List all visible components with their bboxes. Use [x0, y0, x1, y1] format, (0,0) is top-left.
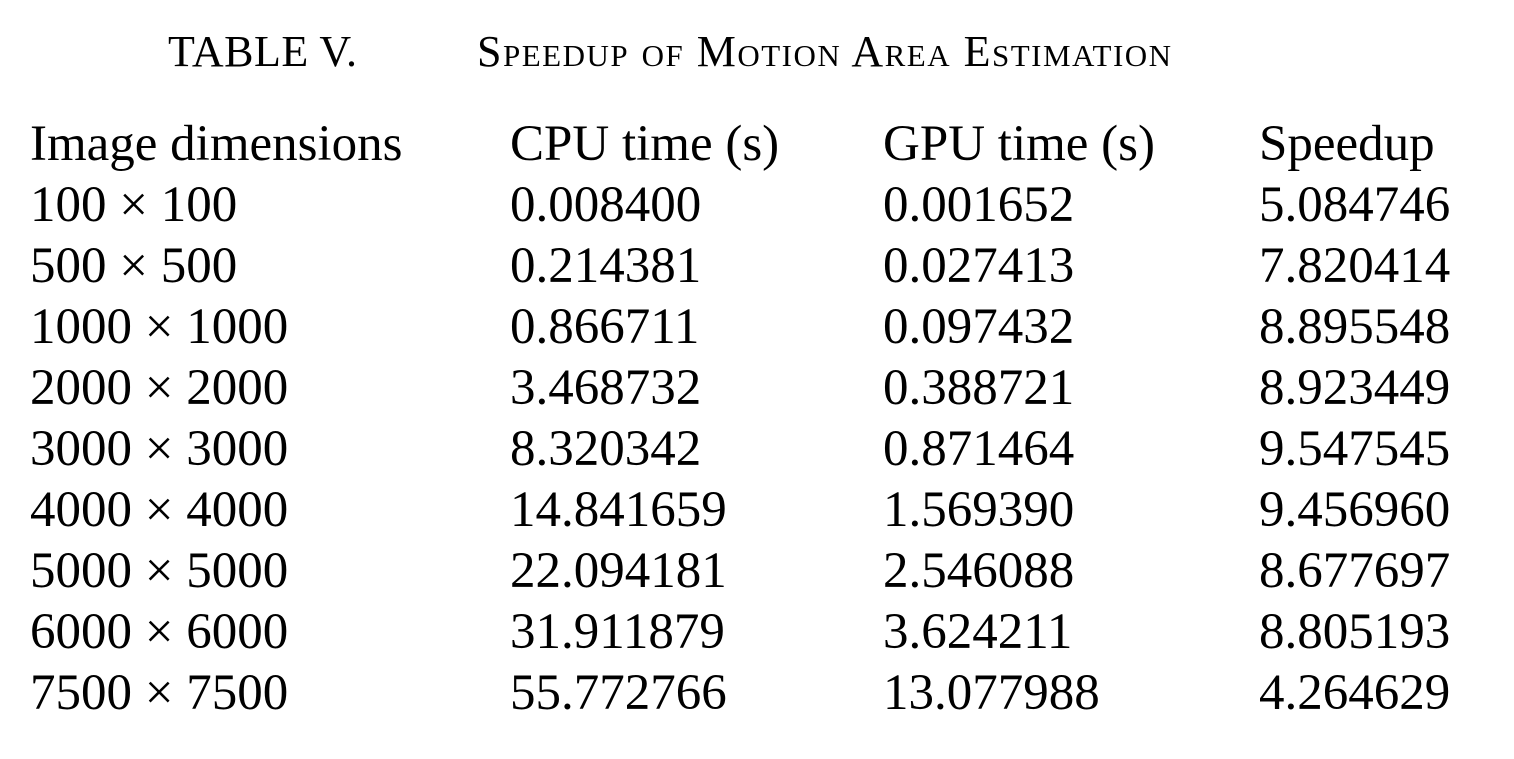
cell-image-dimensions: 4000 × 4000	[30, 482, 289, 538]
cell-image-dimensions: 5000 × 5000	[30, 543, 289, 599]
cell-gpu-time: 0.388721	[883, 360, 1075, 416]
cell-cpu-time: 14.841659	[510, 482, 727, 538]
cell-speedup: 9.547545	[1259, 421, 1451, 477]
table-row: 4000 × 4000 14.841659 1.569390 9.456960	[30, 480, 1499, 541]
table-row: 500 × 500 0.214381 0.027413 7.820414	[30, 236, 1499, 297]
cell-speedup: 8.677697	[1259, 543, 1451, 599]
cell-gpu-time: 3.624211	[883, 604, 1073, 660]
table-row: 1000 × 1000 0.866711 0.097432 8.895548	[30, 297, 1499, 358]
cell-cpu-time: 0.866711	[510, 299, 700, 355]
table-row: 100 × 100 0.008400 0.001652 5.084746	[30, 175, 1499, 236]
cell-gpu-time: 0.871464	[883, 421, 1075, 477]
cell-cpu-time: 31.911879	[510, 604, 725, 660]
cell-cpu-time: 22.094181	[510, 543, 727, 599]
cell-speedup: 4.264629	[1259, 665, 1451, 721]
header-cpu-time: CPU time (s)	[510, 116, 780, 172]
speedup-table: Image dimensions CPU time (s) GPU time (…	[30, 114, 1499, 724]
cell-gpu-time: 0.027413	[883, 238, 1075, 294]
header-speedup: Speedup	[1259, 116, 1435, 172]
table-row: 3000 × 3000 8.320342 0.871464 9.547545	[30, 419, 1499, 480]
cell-speedup: 7.820414	[1259, 238, 1451, 294]
cell-image-dimensions: 1000 × 1000	[30, 299, 289, 355]
cell-image-dimensions: 3000 × 3000	[30, 421, 289, 477]
table-row: 7500 × 7500 55.772766 13.077988 4.264629	[30, 663, 1499, 724]
cell-speedup: 8.923449	[1259, 360, 1451, 416]
table-caption: TABLE V. Speedup of Motion Area Estimati…	[0, 26, 1514, 78]
header-image-dimensions: Image dimensions	[30, 116, 403, 172]
cell-cpu-time: 55.772766	[510, 665, 727, 721]
cell-cpu-time: 0.008400	[510, 177, 702, 233]
cell-image-dimensions: 6000 × 6000	[30, 604, 289, 660]
table-title: Speedup of Motion Area Estimation	[477, 27, 1173, 76]
cell-gpu-time: 13.077988	[883, 665, 1100, 721]
cell-cpu-time: 3.468732	[510, 360, 702, 416]
table-number: TABLE V.	[168, 27, 358, 76]
cell-image-dimensions: 2000 × 2000	[30, 360, 289, 416]
cell-speedup: 5.084746	[1259, 177, 1451, 233]
cell-gpu-time: 0.097432	[883, 299, 1075, 355]
table-row: 2000 × 2000 3.468732 0.388721 8.923449	[30, 358, 1499, 419]
cell-speedup: 9.456960	[1259, 482, 1451, 538]
cell-cpu-time: 8.320342	[510, 421, 702, 477]
header-row: Image dimensions CPU time (s) GPU time (…	[30, 114, 1499, 175]
cell-speedup: 8.895548	[1259, 299, 1451, 355]
cell-speedup: 8.805193	[1259, 604, 1451, 660]
header-gpu-time: GPU time (s)	[883, 116, 1155, 172]
table-row: 6000 × 6000 31.911879 3.624211 8.805193	[30, 602, 1499, 663]
cell-image-dimensions: 7500 × 7500	[30, 665, 289, 721]
cell-image-dimensions: 100 × 100	[30, 177, 238, 233]
cell-gpu-time: 2.546088	[883, 543, 1075, 599]
cell-cpu-time: 0.214381	[510, 238, 702, 294]
table-row: 5000 × 5000 22.094181 2.546088 8.677697	[30, 541, 1499, 602]
cell-gpu-time: 1.569390	[883, 482, 1075, 538]
cell-gpu-time: 0.001652	[883, 177, 1075, 233]
cell-image-dimensions: 500 × 500	[30, 238, 238, 294]
